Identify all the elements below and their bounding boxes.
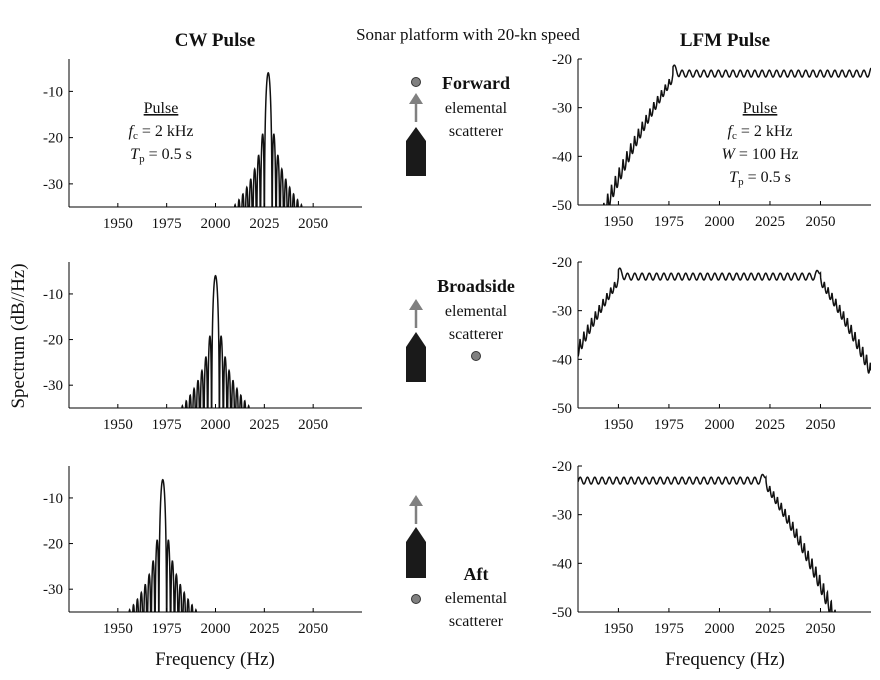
y-tick-label: -10 [43, 491, 63, 507]
x-tick-label: 2000 [704, 214, 734, 230]
x-tick-label: 2025 [249, 417, 279, 433]
forward-ship-icon [406, 127, 426, 176]
aft-scatterer-dot [411, 594, 421, 604]
forward-scatterer-dot [411, 77, 421, 87]
lfm-pulse-annotation: Pulse fc = 2 kHz W = 100 Hz Tp = 0.5 s [721, 100, 798, 188]
lfm-w-line: W = 100 Hz [721, 146, 798, 163]
x-tick-label: 2050 [298, 216, 328, 232]
y-tick-label: -20 [552, 52, 572, 68]
spectrum-curve [181, 274, 250, 408]
y-tick-label: -50 [552, 605, 572, 621]
y-tick-label: -50 [552, 401, 572, 417]
x-tick-label: 1975 [654, 214, 684, 230]
x-tick-label: 2050 [805, 417, 835, 433]
cw-fc-line: fc = 2 kHz [128, 123, 193, 142]
x-tick-label: 1975 [654, 621, 684, 637]
aft-velocity-arrow-icon [409, 495, 423, 524]
y-tick-label: -50 [552, 198, 572, 214]
x-tick-label: 2050 [805, 621, 835, 637]
y-tick-label: -40 [552, 556, 572, 572]
x-tick-label: 2025 [755, 214, 785, 230]
cw-broadside-panel: 1950 1975 2000 2025 2050 -10 -20 -30 [43, 262, 362, 433]
x-tick-label: 1975 [152, 417, 182, 433]
cw-forward-panel: 1950 1975 2000 2025 2050 -10 -20 -30 [43, 59, 362, 232]
x-tick-label: 2000 [201, 216, 231, 232]
y-tick-label: -30 [552, 101, 572, 117]
cw-tp-line: Tp = 0.5 s [130, 146, 192, 165]
y-tick-label: -20 [552, 459, 572, 475]
x-tick-label: 2050 [805, 214, 835, 230]
x-tick-label: 1950 [603, 621, 633, 637]
aft-line2: scatterer [449, 613, 504, 630]
y-axis-label: Spectrum (dB//Hz) [8, 263, 29, 408]
cw-pulse-annotation: Pulse fc = 2 kHz Tp = 0.5 s [128, 100, 193, 165]
y-tick-label: -40 [552, 352, 572, 368]
y-tick-label: -20 [43, 333, 63, 349]
broadside-scatterer-dot [471, 351, 481, 361]
broadside-velocity-arrow-icon [409, 299, 423, 328]
lfm-aft-panel: 1950 1975 2000 2025 2050 -20 -30 -40 -50 [552, 459, 871, 637]
forward-line1: elemental [445, 100, 508, 117]
x-tick-label: 1975 [152, 621, 182, 637]
lfm-x-axis-label: Frequency (Hz) [665, 649, 785, 670]
spectrum-curve [578, 473, 836, 612]
forward-line2: scatterer [449, 123, 504, 140]
broadside-label: Broadside [437, 276, 515, 296]
broadside-line1: elemental [445, 303, 508, 320]
y-tick-label: -30 [43, 582, 63, 598]
cw-aft-panel: 1950 1975 2000 2025 2050 -10 -20 -30 [43, 466, 362, 637]
spectrum-curve [578, 267, 871, 374]
x-tick-label: 1950 [103, 417, 133, 433]
x-tick-label: 2050 [298, 621, 328, 637]
broadside-line2: scatterer [449, 326, 504, 343]
x-tick-label: 2025 [249, 621, 279, 637]
y-tick-label: -10 [43, 287, 63, 303]
forward-geometry: Forward elemental scatterer [406, 73, 510, 176]
x-tick-label: 2050 [298, 417, 328, 433]
x-tick-label: 1950 [603, 417, 633, 433]
x-tick-label: 1975 [654, 417, 684, 433]
x-tick-label: 2025 [755, 621, 785, 637]
lfm-pulse-heading: Pulse [743, 100, 778, 117]
x-tick-label: 2025 [249, 216, 279, 232]
lfm-column-title: LFM Pulse [680, 30, 770, 51]
forward-velocity-arrow-icon [409, 93, 423, 122]
y-tick-label: -30 [43, 378, 63, 394]
y-tick-label: -30 [43, 177, 63, 193]
y-tick-label: -10 [43, 84, 63, 100]
x-tick-label: 2000 [201, 621, 231, 637]
y-tick-label: -40 [552, 149, 572, 165]
lfm-broadside-panel: 1950 1975 2000 2025 2050 -20 -30 -40 -50 [552, 255, 871, 433]
x-tick-label: 1975 [152, 216, 182, 232]
y-tick-label: -30 [552, 508, 572, 524]
x-tick-label: 2000 [704, 417, 734, 433]
spectrum-curve [602, 64, 871, 205]
y-tick-label: -20 [552, 255, 572, 271]
broadside-geometry: Broadside elemental scatterer [406, 276, 515, 382]
lfm-fc-line: fc = 2 kHz [727, 123, 792, 142]
x-tick-label: 1950 [103, 621, 133, 637]
x-tick-label: 2000 [201, 417, 231, 433]
y-tick-label: -20 [43, 131, 63, 147]
x-tick-label: 2000 [704, 621, 734, 637]
y-tick-label: -30 [552, 304, 572, 320]
x-tick-label: 2025 [755, 417, 785, 433]
aft-geometry: Aft elemental scatterer [406, 495, 508, 630]
lfm-tp-line: Tp = 0.5 s [729, 169, 791, 188]
aft-ship-icon [406, 527, 426, 578]
aft-line1: elemental [445, 590, 508, 607]
x-tick-label: 1950 [603, 214, 633, 230]
aft-label: Aft [464, 564, 489, 584]
cw-x-axis-label: Frequency (Hz) [155, 649, 275, 670]
y-tick-label: -20 [43, 537, 63, 553]
cw-column-title: CW Pulse [175, 30, 255, 51]
x-tick-label: 1950 [103, 216, 133, 232]
cw-pulse-heading: Pulse [144, 100, 179, 117]
lfm-forward-panel: 1950 1975 2000 2025 2050 -20 -30 -40 -50 [552, 52, 871, 230]
forward-label: Forward [442, 73, 510, 93]
figure-suptitle: Sonar platform with 20-kn speed [356, 25, 580, 44]
broadside-ship-icon [406, 332, 426, 382]
